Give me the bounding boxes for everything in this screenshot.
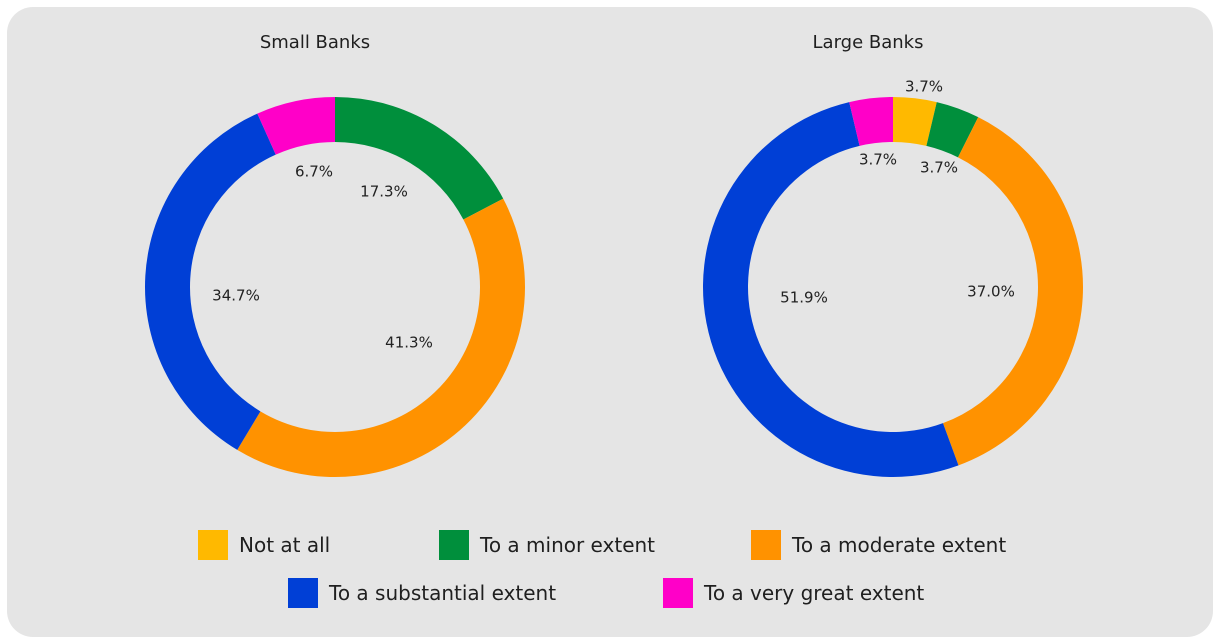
legend-label-to-a-substantial-extent: To a substantial extent: [328, 581, 556, 605]
legend-swatch-to-a-minor-extent: [439, 530, 469, 560]
slice-small-banks-to-a-moderate-extent: [237, 198, 526, 478]
slice-label-small-banks-to-a-substantial-extent: 34.7%: [212, 287, 260, 305]
chart-title-small-banks: Small Banks: [260, 32, 370, 53]
slice-label-small-banks-to-a-very-great-extent: 6.7%: [295, 163, 333, 181]
slice-small-banks-to-a-minor-extent: [335, 97, 504, 220]
legend-swatch-to-a-very-great-extent: [663, 578, 693, 608]
slice-label-large-banks-to-a-minor-extent: 3.7%: [920, 159, 958, 177]
legend-label-to-a-very-great-extent: To a very great extent: [703, 581, 924, 605]
slice-large-banks-to-a-moderate-extent: [942, 117, 1084, 466]
legend-swatch-not-at-all: [198, 530, 228, 560]
slice-label-large-banks-to-a-substantial-extent: 51.9%: [780, 289, 828, 307]
legend-label-to-a-minor-extent: To a minor extent: [479, 533, 655, 557]
legend-label-not-at-all: Not at all: [239, 533, 330, 557]
slice-label-small-banks-to-a-moderate-extent: 41.3%: [385, 334, 433, 352]
slice-large-banks-not-at-all: [893, 97, 937, 146]
legend-swatch-to-a-moderate-extent: [751, 530, 781, 560]
legend-label-to-a-moderate-extent: To a moderate extent: [791, 533, 1006, 557]
slice-label-large-banks-not-at-all: 3.7%: [905, 78, 943, 96]
slice-label-small-banks-to-a-minor-extent: 17.3%: [360, 183, 408, 201]
chart-title-large-banks: Large Banks: [813, 32, 924, 53]
slice-small-banks-to-a-very-great-extent: [257, 97, 335, 155]
slice-small-banks-to-a-substantial-extent: [145, 113, 276, 450]
slice-large-banks-to-a-substantial-extent: [703, 102, 959, 478]
slice-label-large-banks-to-a-very-great-extent: 3.7%: [859, 151, 897, 169]
slice-large-banks-to-a-very-great-extent: [849, 97, 893, 146]
legend-swatch-to-a-substantial-extent: [288, 578, 318, 608]
slice-label-large-banks-to-a-moderate-extent: 37.0%: [967, 283, 1015, 301]
slice-large-banks-to-a-minor-extent: [926, 102, 979, 158]
